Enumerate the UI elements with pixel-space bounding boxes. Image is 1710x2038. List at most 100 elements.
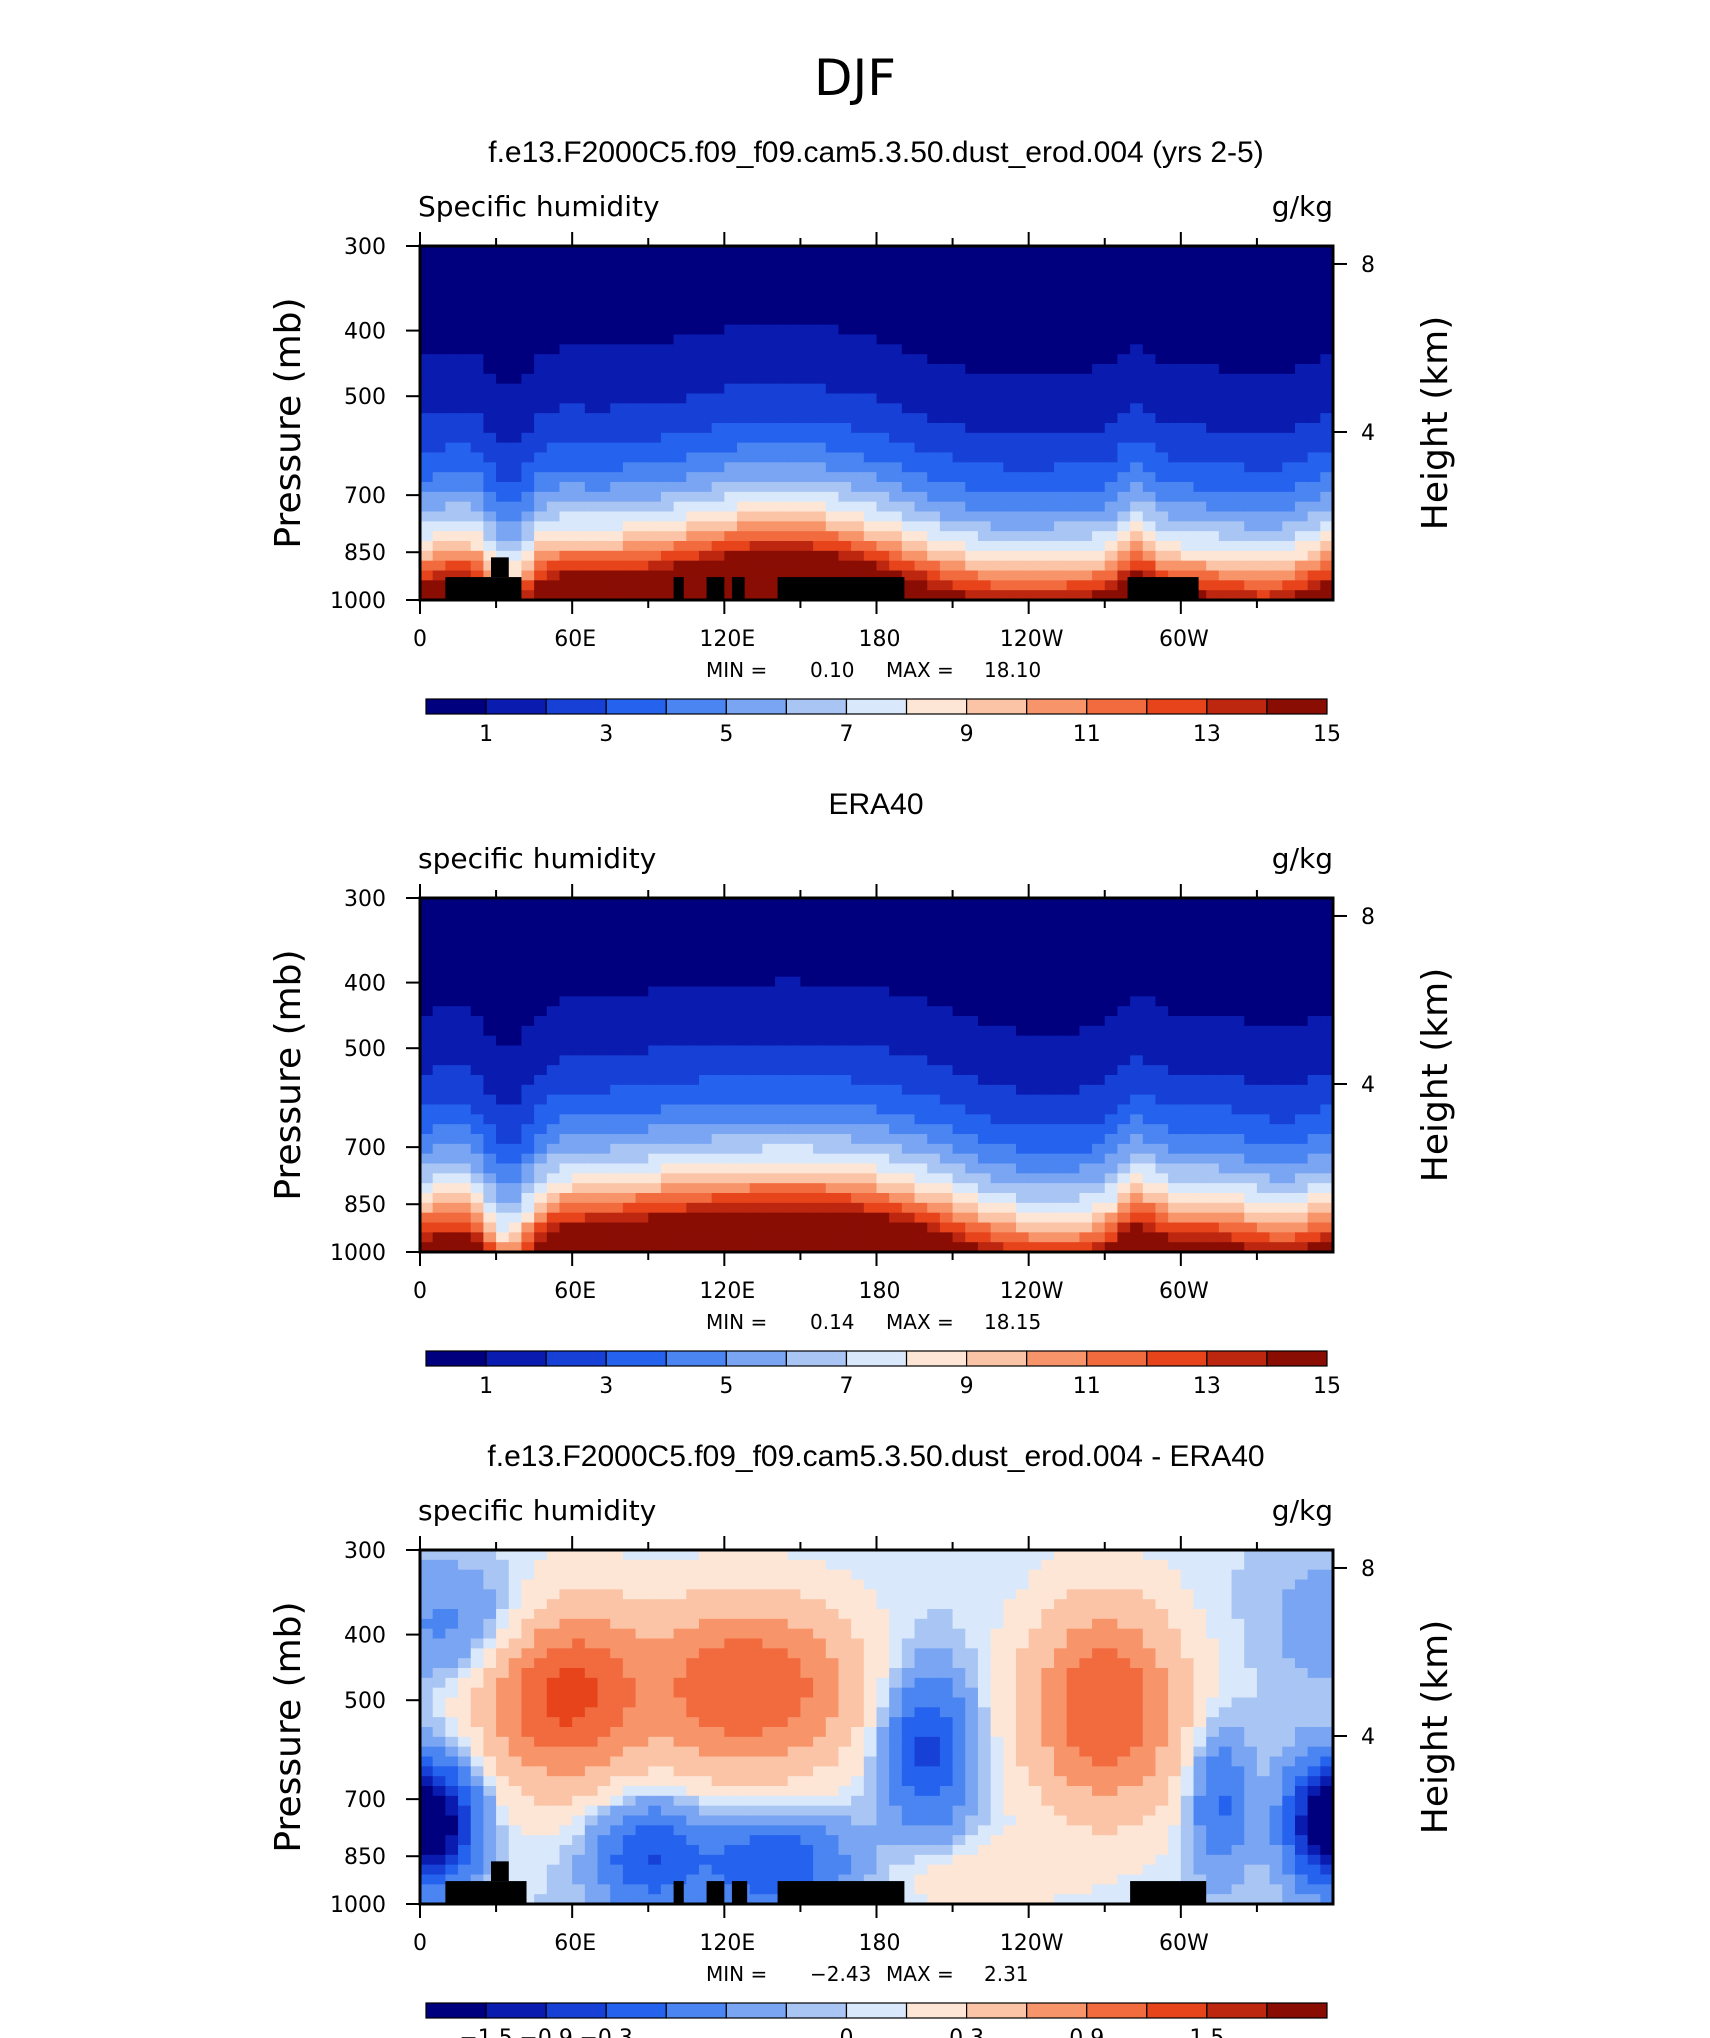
heatmap-cell bbox=[800, 1124, 814, 1135]
heatmap-cell bbox=[813, 1173, 827, 1184]
heatmap-cell bbox=[534, 907, 548, 919]
heatmap-cell bbox=[787, 324, 802, 336]
panel-title: ERA40 bbox=[828, 788, 923, 821]
heatmap-cell bbox=[572, 1016, 586, 1027]
heatmap-cell bbox=[1092, 1212, 1106, 1224]
heatmap-cell bbox=[660, 580, 675, 591]
heatmap-cell bbox=[762, 314, 776, 326]
heatmap-cell bbox=[660, 1114, 675, 1125]
heatmap-cell bbox=[470, 966, 485, 978]
heatmap-cell bbox=[610, 432, 624, 444]
heatmap-cell bbox=[622, 255, 637, 267]
heatmap-cell bbox=[686, 1055, 700, 1066]
heatmap-cell bbox=[635, 966, 649, 978]
heatmap-cell bbox=[1155, 1212, 1169, 1224]
heatmap-cell bbox=[1294, 275, 1309, 286]
heatmap-cell bbox=[1168, 1202, 1182, 1214]
heatmap-cell bbox=[1155, 917, 1169, 929]
heatmap-cell bbox=[1155, 265, 1169, 277]
heatmap-cell bbox=[1092, 482, 1106, 493]
heatmap-cell bbox=[787, 432, 802, 444]
heatmap-cell bbox=[749, 986, 763, 997]
heatmap-cell bbox=[445, 1193, 459, 1204]
heatmap-cell bbox=[787, 295, 802, 306]
colorbar-box bbox=[785, 698, 848, 715]
heatmap-cell bbox=[711, 373, 725, 385]
heatmap-cell bbox=[521, 1143, 535, 1155]
heatmap-cell bbox=[1231, 541, 1245, 552]
heatmap-cell bbox=[977, 482, 992, 493]
heatmap-cell bbox=[825, 957, 840, 968]
heatmap-cell bbox=[1041, 432, 1055, 444]
heatmap-cell bbox=[939, 373, 954, 385]
heatmap-cell bbox=[648, 1153, 662, 1165]
heatmap-cell bbox=[813, 314, 827, 326]
heatmap-cell bbox=[1307, 531, 1321, 542]
heatmap-cell bbox=[1041, 541, 1055, 552]
heatmap-cell bbox=[1193, 957, 1207, 968]
heatmap-cell bbox=[876, 1124, 890, 1135]
heatmap-cell bbox=[1066, 1232, 1080, 1243]
heatmap-cell bbox=[521, 550, 535, 562]
heatmap-cell bbox=[660, 334, 675, 345]
heatmap-cell bbox=[686, 947, 700, 958]
heatmap-cell bbox=[825, 1183, 840, 1194]
heatmap-cell bbox=[1294, 541, 1309, 552]
heatmap-cell bbox=[1218, 927, 1233, 938]
heatmap-cell bbox=[1231, 531, 1245, 542]
heatmap-cell bbox=[483, 462, 497, 473]
heatmap-cell bbox=[762, 275, 776, 286]
heatmap-cell bbox=[787, 246, 802, 257]
heatmap-cell bbox=[483, 265, 497, 277]
heatmap-cell bbox=[559, 295, 573, 306]
heatmap-cell bbox=[420, 1006, 434, 1017]
heatmap-cell bbox=[584, 1242, 599, 1253]
heatmap-cell bbox=[483, 560, 497, 572]
heatmap-cell bbox=[889, 1232, 903, 1243]
heatmap-cell bbox=[521, 383, 535, 395]
heatmap-cell bbox=[1003, 1084, 1017, 1096]
heatmap-cell bbox=[1003, 393, 1017, 404]
heatmap-cell bbox=[686, 265, 700, 277]
heatmap-cell bbox=[775, 324, 789, 336]
heatmap-cell bbox=[838, 364, 852, 375]
heatmap-cell bbox=[952, 1232, 966, 1243]
heatmap-cell bbox=[1193, 590, 1207, 601]
heatmap-cell bbox=[762, 364, 776, 375]
heatmap-cell bbox=[635, 570, 649, 581]
heatmap-cell bbox=[496, 521, 510, 532]
heatmap-cell bbox=[876, 393, 890, 404]
heatmap-cell bbox=[1193, 354, 1207, 365]
colorbar-box bbox=[725, 698, 787, 715]
heatmap-cell bbox=[1193, 491, 1207, 503]
heatmap-cell bbox=[737, 907, 751, 919]
heatmap-cell bbox=[977, 570, 992, 581]
heatmap-cell bbox=[420, 927, 434, 938]
heatmap-cell bbox=[1066, 383, 1080, 395]
heatmap-cell bbox=[901, 275, 916, 286]
heatmap-cell bbox=[445, 1212, 459, 1224]
heatmap-cell bbox=[496, 324, 510, 336]
heatmap-cell bbox=[927, 383, 941, 395]
heatmap-cell bbox=[901, 907, 916, 919]
heatmap-cell bbox=[686, 570, 700, 581]
heatmap-cell bbox=[1130, 1143, 1144, 1155]
heatmap-cell bbox=[1294, 246, 1309, 257]
heatmap-cell bbox=[1041, 393, 1055, 404]
heatmap-cell bbox=[686, 285, 700, 296]
heatmap-cell bbox=[496, 295, 510, 306]
heatmap-cell bbox=[737, 383, 751, 395]
heatmap-cell bbox=[1320, 541, 1334, 552]
heatmap-cell bbox=[648, 898, 662, 909]
heatmap-cell bbox=[813, 1153, 827, 1165]
heatmap-cell bbox=[597, 996, 611, 1007]
heatmap-cell bbox=[584, 1163, 599, 1174]
heatmap-cell bbox=[952, 393, 966, 404]
heatmap-cell bbox=[534, 550, 548, 562]
heatmap-cell bbox=[559, 373, 573, 385]
heatmap-cell bbox=[749, 996, 763, 1007]
heatmap-cell bbox=[698, 314, 713, 326]
heatmap-cell bbox=[1269, 246, 1283, 257]
heatmap-cell bbox=[1130, 1055, 1144, 1066]
heatmap-cell bbox=[673, 1212, 687, 1224]
